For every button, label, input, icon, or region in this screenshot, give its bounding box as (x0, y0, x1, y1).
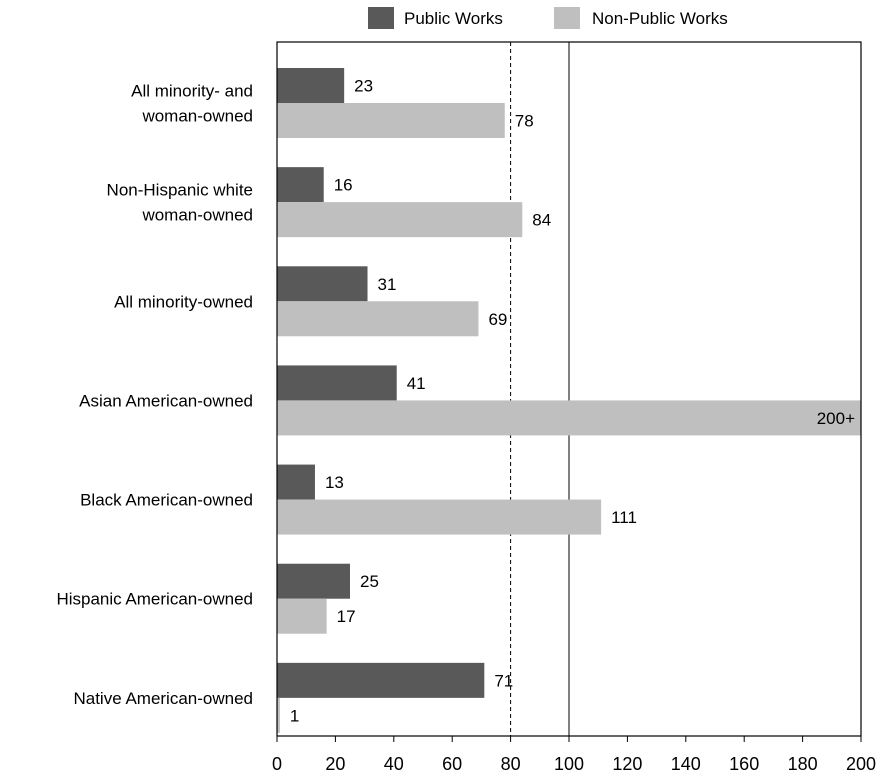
category-label: Asian American-owned (79, 391, 253, 410)
category-label: woman-owned (141, 107, 253, 126)
category-label: All minority- and (131, 82, 253, 101)
data-label: 1 (290, 706, 299, 725)
legend-label-non-public-works: Non-Public Works (592, 9, 728, 28)
x-tick-label: 100 (554, 754, 584, 774)
legend-swatch-public-works (368, 7, 394, 29)
legend-label-public-works: Public Works (404, 9, 503, 28)
data-label: 111 (611, 508, 637, 527)
bar-public-works-2 (277, 266, 368, 302)
category-label: All minority-owned (114, 292, 253, 311)
bar-public-works-6 (277, 662, 485, 698)
category-label: Non-Hispanic white (107, 181, 253, 200)
data-label: 13 (325, 473, 344, 492)
x-tick-label: 40 (384, 754, 404, 774)
data-label: 84 (532, 211, 551, 230)
x-tick-label: 20 (325, 754, 345, 774)
data-label: 78 (515, 112, 534, 131)
bar-non-public-works-1 (277, 202, 523, 238)
category-label: Hispanic American-owned (56, 590, 253, 609)
bar-non-public-works-2 (277, 301, 479, 337)
bar-public-works-5 (277, 563, 350, 599)
x-tick-label: 140 (671, 754, 701, 774)
x-tick-label: 120 (612, 754, 642, 774)
legend-swatch-non-public-works (554, 7, 580, 29)
x-tick-label: 160 (729, 754, 759, 774)
data-label: 16 (334, 176, 353, 195)
x-tick-label: 180 (788, 754, 818, 774)
category-label: Native American-owned (73, 689, 253, 708)
bar-non-public-works-5 (277, 598, 327, 634)
bar-public-works-0 (277, 68, 345, 103)
legend: Public Works Non-Public Works (368, 7, 728, 29)
plot-area: 23 16 31 41 13 25 71 78 84 69 200+ 111 17 1 0 20 40 60 80 1… (56, 41, 876, 774)
data-label: 200+ (817, 409, 855, 428)
data-label: 23 (354, 77, 373, 96)
data-label: 41 (407, 374, 426, 393)
bar-public-works-1 (277, 167, 324, 203)
data-label: 69 (488, 310, 507, 329)
category-label: Black American-owned (80, 491, 253, 510)
bar-public-works-4 (277, 464, 315, 500)
bar-non-public-works-0 (277, 103, 505, 138)
bar-non-public-works-4 (277, 499, 602, 535)
data-label: 31 (378, 275, 397, 294)
data-label: 17 (337, 607, 356, 626)
data-label: 71 (494, 671, 513, 690)
bar-non-public-works-6 (277, 697, 280, 733)
category-label: woman-owned (141, 206, 253, 225)
x-tick-label: 60 (442, 754, 462, 774)
bar-non-public-works-3 (277, 400, 861, 436)
x-tick-label: 0 (272, 754, 282, 774)
x-tick-label: 80 (501, 754, 521, 774)
data-label: 25 (360, 572, 379, 591)
x-tick-label: 200 (846, 754, 876, 774)
bar-public-works-3 (277, 365, 397, 401)
